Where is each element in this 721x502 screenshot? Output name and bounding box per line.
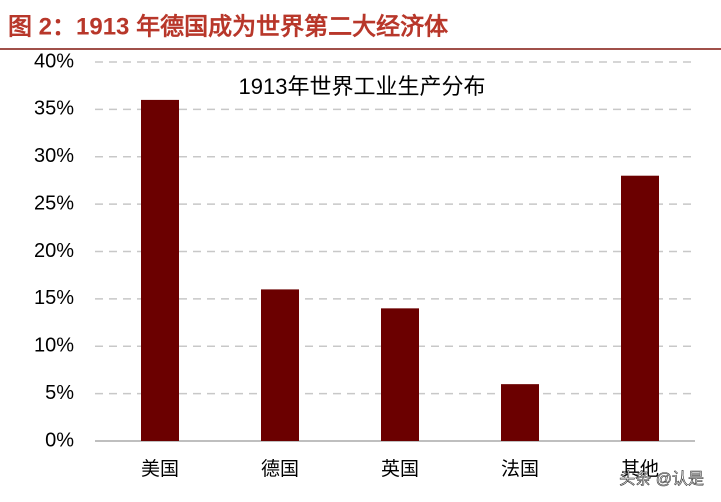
x-tick-label: 英国 [381,458,419,480]
x-tick-label: 法国 [501,458,539,480]
y-tick-label: 40% [34,50,74,72]
y-tick-label: 20% [34,240,74,262]
bar [381,308,419,441]
bar [141,99,179,442]
y-tick-label: 25% [34,192,74,214]
y-tick-label: 15% [34,287,74,309]
y-tick-label: 5% [45,382,74,404]
bar [501,384,539,441]
bar [621,175,659,441]
header-title: 图 2：1913 年德国成为世界第二大经济体 [8,12,449,40]
y-tick-label: 30% [34,145,74,167]
plot: 0% 5% 10% 15% 20% 25% 30% 35% 40% 美国 德国 英国 法国 其他 [34,50,695,480]
x-tick-label: 美国 [141,458,179,480]
y-tick-label: 35% [34,98,74,120]
chart-title: 1913年世界工业生产分布 [239,74,486,99]
x-tick-label: 德国 [261,458,299,480]
watermark: 头条 @认是 [619,470,704,488]
x-tick-label: 其他 [621,458,659,480]
bar [261,289,299,441]
y-tick-label: 0% [45,429,74,451]
y-tick-label: 10% [34,335,74,357]
